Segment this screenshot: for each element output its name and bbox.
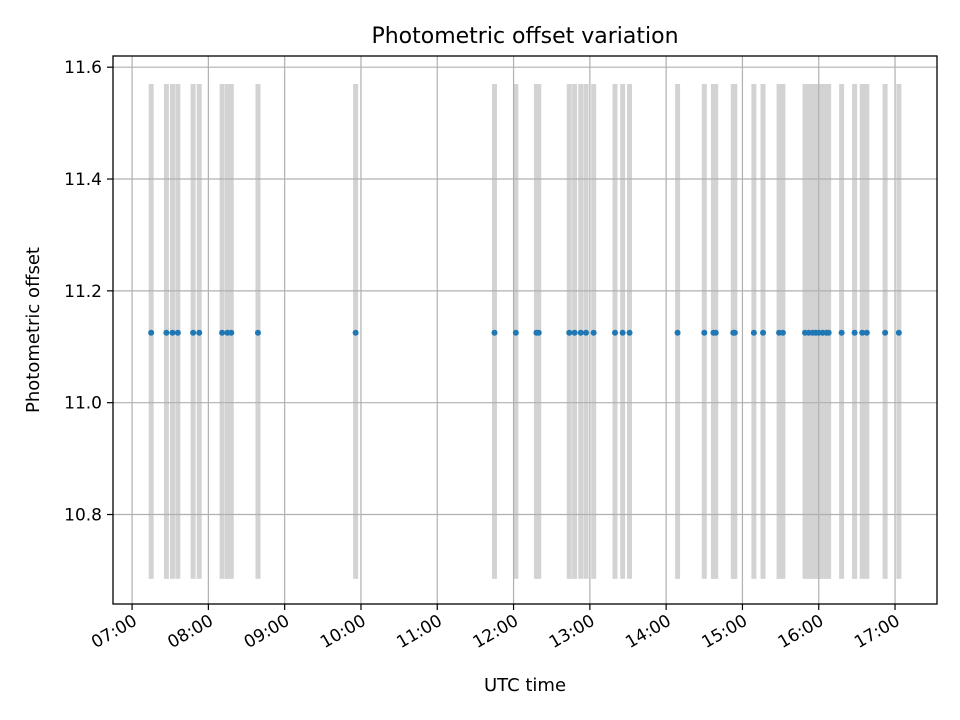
data-point xyxy=(169,329,176,336)
data-point xyxy=(674,329,681,336)
y-axis: 10.8 11.0 11.2 11.4 11.6 xyxy=(64,58,113,526)
data-point xyxy=(491,329,498,336)
data-point xyxy=(512,329,519,336)
data-point xyxy=(859,329,866,336)
y-tick-label: 11.0 xyxy=(64,394,102,414)
data-point xyxy=(590,329,597,336)
data-point xyxy=(196,329,203,336)
data-point xyxy=(566,329,573,336)
data-point xyxy=(626,329,633,336)
data-point xyxy=(571,329,578,336)
data-point xyxy=(619,329,626,336)
data-points xyxy=(148,329,902,336)
data-point xyxy=(174,329,181,336)
y-tick-label: 11.2 xyxy=(64,282,102,302)
data-point xyxy=(731,329,738,336)
data-point xyxy=(895,329,902,336)
data-point xyxy=(851,329,858,336)
data-point xyxy=(712,329,719,336)
y-tick-label: 10.8 xyxy=(64,506,102,526)
data-point xyxy=(163,329,170,336)
y-axis-label: Photometric offset xyxy=(23,247,44,413)
chart-title: Photometric offset variation xyxy=(371,24,678,49)
data-point xyxy=(760,329,767,336)
data-point xyxy=(190,329,197,336)
y-tick-label: 11.6 xyxy=(64,58,102,78)
data-point xyxy=(148,329,155,336)
x-axis-label: UTC time xyxy=(484,675,566,696)
data-point xyxy=(254,329,261,336)
data-point xyxy=(750,329,757,336)
data-point xyxy=(228,329,235,336)
data-point xyxy=(863,329,870,336)
plot-frame xyxy=(112,55,938,605)
data-point xyxy=(701,329,708,336)
data-point xyxy=(352,329,359,336)
data-point xyxy=(838,329,845,336)
data-point xyxy=(612,329,619,336)
data-point xyxy=(583,329,590,336)
data-point xyxy=(825,329,832,336)
data-point xyxy=(219,329,226,336)
data-point xyxy=(779,329,786,336)
grid xyxy=(113,56,937,604)
data-point xyxy=(882,329,889,336)
y-tick-label: 11.4 xyxy=(64,170,102,190)
data-point xyxy=(577,329,584,336)
data-point xyxy=(535,329,542,336)
